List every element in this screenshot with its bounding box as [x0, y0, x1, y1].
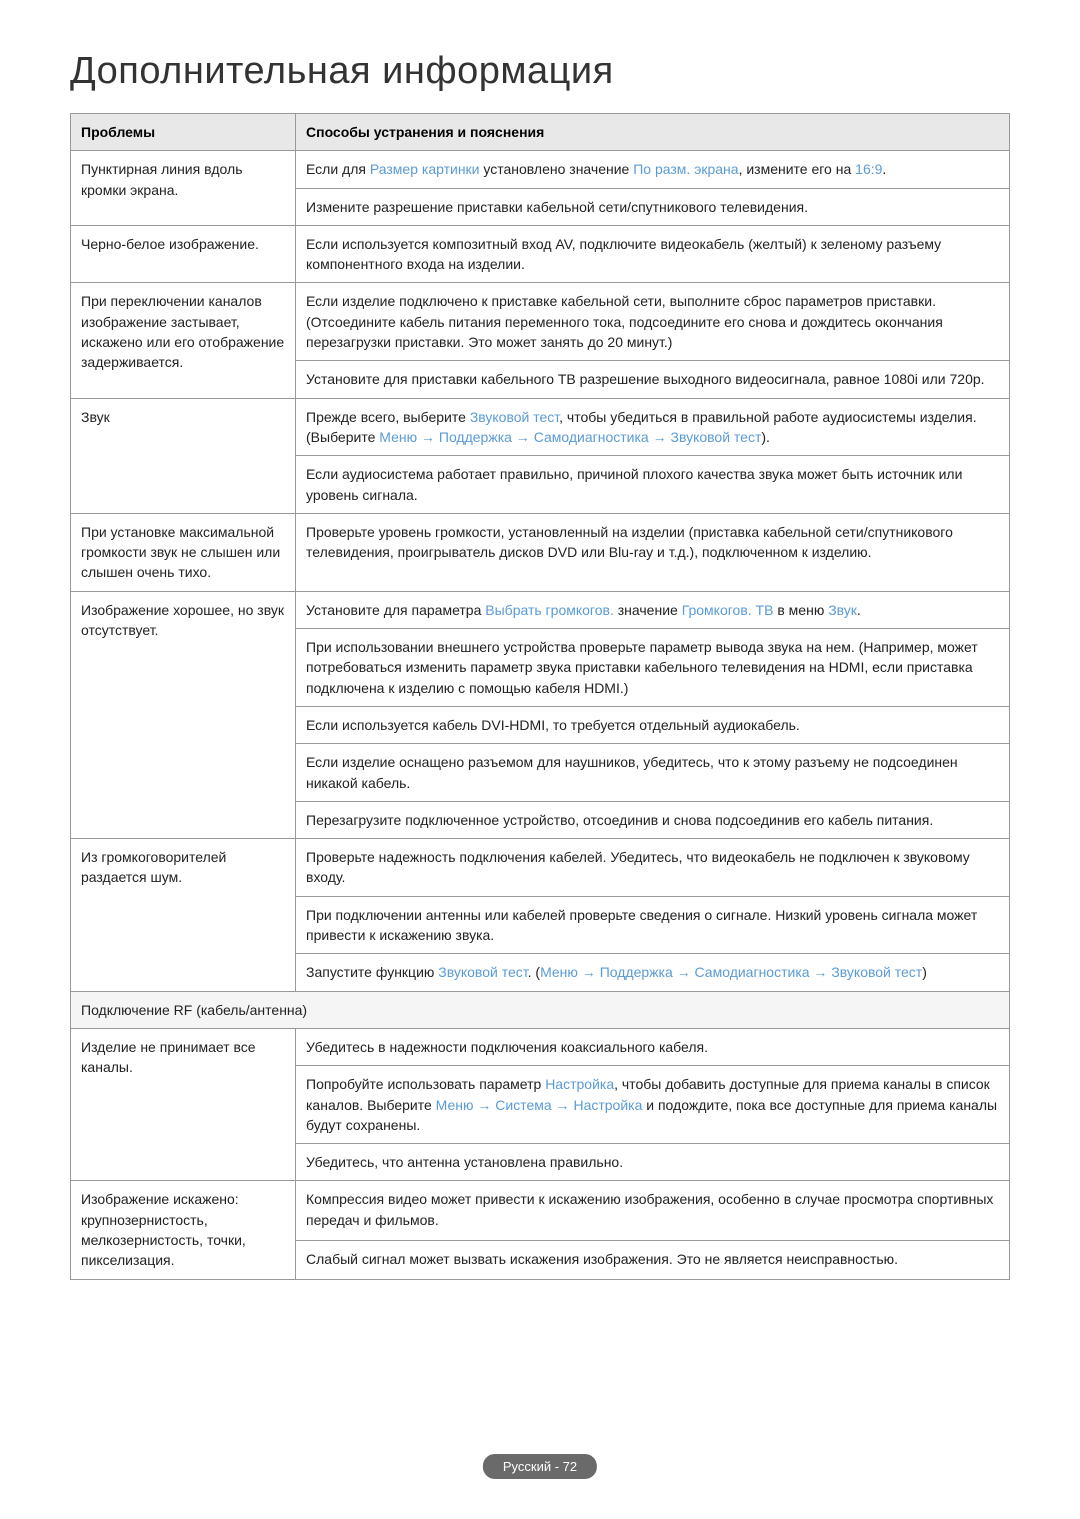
col-header-solutions: Способы устранения и пояснения [296, 114, 1010, 151]
problem-cell: При установке максимальной громкости зву… [71, 513, 296, 591]
solution-cell: Проверьте уровень громкости, установленн… [296, 513, 1010, 591]
troubleshooting-table: Проблемы Способы устранения и пояснения … [70, 113, 1010, 1280]
solution-cell: При использовании внешнего устройства пр… [296, 629, 1010, 707]
solution-cell: Перезагрузите подключенное устройство, о… [296, 801, 1010, 838]
problem-cell: Звук [71, 398, 296, 513]
solution-cell: Прежде всего, выберите Звуковой тест, чт… [296, 398, 1010, 456]
page-title: Дополнительная информация [70, 50, 1010, 93]
solution-cell: Если используется кабель DVI-HDMI, то тр… [296, 706, 1010, 743]
solution-cell: Слабый сигнал может вызвать искажения из… [296, 1240, 1010, 1279]
solution-cell: Запустите функцию Звуковой тест. (Меню →… [296, 954, 1010, 991]
solution-cell: Установите для параметра Выбрать громког… [296, 591, 1010, 628]
solution-cell: Попробуйте использовать параметр Настрой… [296, 1066, 1010, 1144]
problem-cell: Изображение хорошее, но звук отсутствует… [71, 591, 296, 838]
solution-cell: При подключении антенны или кабелей пров… [296, 896, 1010, 954]
col-header-problems: Проблемы [71, 114, 296, 151]
solution-cell: Если используется композитный вход AV, п… [296, 225, 1010, 283]
solution-cell: Измените разрешение приставки кабельной … [296, 188, 1010, 225]
solution-cell: Если для Размер картинки установлено зна… [296, 151, 1010, 188]
problem-cell: Из громкоговорителей раздается шум. [71, 839, 296, 991]
problem-cell: Изображение искажено: крупнозернистость,… [71, 1181, 296, 1279]
section-header: Подключение RF (кабель/антенна) [71, 991, 1010, 1028]
problem-cell: Пунктирная линия вдоль кромки экрана. [71, 151, 296, 226]
problem-cell: Черно-белое изображение. [71, 225, 296, 283]
solution-cell: Убедитесь, что антенна установлена прави… [296, 1144, 1010, 1181]
solution-cell: Компрессия видео может привести к искаже… [296, 1181, 1010, 1241]
solution-cell: Если изделие подключено к приставке кабе… [296, 283, 1010, 361]
solution-cell: Если аудиосистема работает правильно, пр… [296, 456, 1010, 514]
solution-cell: Установите для приставки кабельного ТВ р… [296, 361, 1010, 398]
problem-cell: При переключении каналов изображение зас… [71, 283, 296, 398]
page-footer: Русский - 72 [483, 1454, 597, 1479]
solution-cell: Если изделие оснащено разъемом для наушн… [296, 744, 1010, 802]
solution-cell: Проверьте надежность подключения кабелей… [296, 839, 1010, 897]
problem-cell: Изделие не принимает все каналы. [71, 1028, 296, 1180]
solution-cell: Убедитесь в надежности подключения коакс… [296, 1028, 1010, 1065]
